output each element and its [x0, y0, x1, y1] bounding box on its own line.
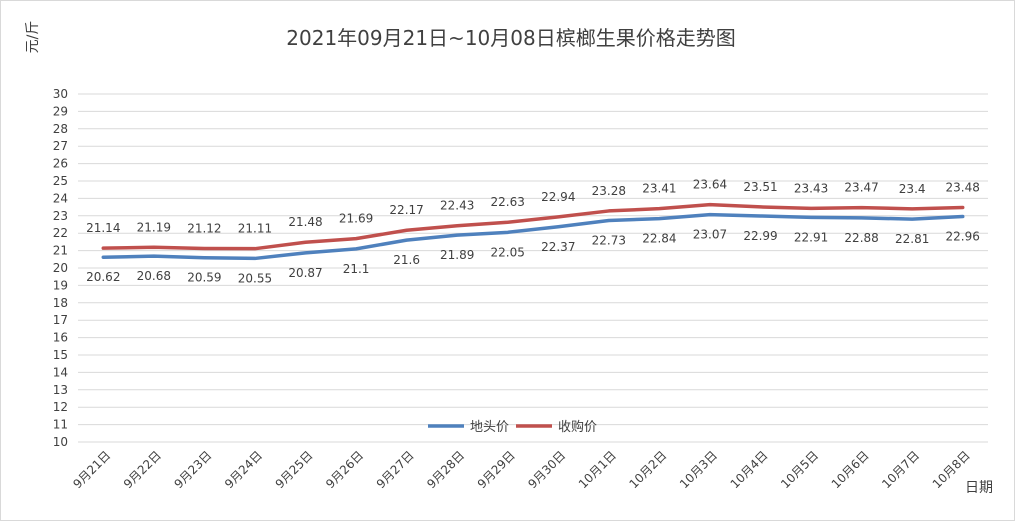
- y-tick-label: 17: [53, 313, 68, 327]
- data-label: 22.88: [844, 231, 878, 245]
- y-tick-label: 28: [53, 122, 68, 136]
- y-tick-label: 30: [53, 87, 68, 101]
- y-tick-label: 24: [53, 191, 68, 205]
- x-tick-label: 10月7日: [879, 448, 922, 491]
- y-tick-label: 13: [53, 383, 68, 397]
- data-label: 21.14: [86, 221, 120, 235]
- x-tick-label: 9月26日: [323, 448, 366, 491]
- gridlines: [78, 93, 988, 443]
- data-label: 20.59: [187, 271, 221, 285]
- data-label: 21.89: [440, 248, 474, 262]
- data-label: 22.37: [541, 240, 575, 254]
- data-label: 23.43: [794, 181, 828, 195]
- data-label: 23.47: [844, 181, 878, 195]
- data-label: 21.1: [343, 262, 370, 276]
- y-tick-label: 27: [53, 139, 68, 153]
- x-tick-label: 10月1日: [576, 448, 619, 491]
- y-tick-label: 20: [53, 261, 68, 275]
- data-label: 22.43: [440, 199, 474, 213]
- data-label: 21.11: [238, 222, 272, 236]
- x-tick-label: 10月4日: [728, 448, 771, 491]
- y-tick-label: 25: [53, 174, 68, 188]
- data-label: 23.41: [642, 182, 676, 196]
- data-labels: 20.62 20.68 20.59 20.55 20.87 21.1 21.6 21.89 22…: [86, 178, 980, 286]
- x-tick-label: 9月22日: [121, 448, 164, 491]
- x-axis-label: 日期: [965, 480, 993, 496]
- data-label: 22.94: [541, 190, 575, 204]
- y-tick-label: 18: [53, 296, 68, 310]
- y-tick-label: 10: [53, 435, 68, 449]
- data-label: 21.69: [339, 212, 373, 226]
- x-tick-label: 10月2日: [626, 448, 669, 491]
- data-label: 22.17: [389, 203, 423, 217]
- y-tick-label: 16: [53, 331, 68, 345]
- legend-label-1: 收购价: [558, 419, 597, 435]
- data-label: 23.28: [592, 184, 626, 198]
- y-tick-label: 26: [53, 157, 68, 171]
- data-label: 22.73: [592, 233, 626, 247]
- x-tick-label: 10月6日: [829, 448, 872, 491]
- data-label: 23.48: [946, 180, 980, 194]
- data-label: 22.91: [794, 230, 828, 244]
- y-tick-label: 23: [53, 209, 68, 223]
- x-tick-label: 9月25日: [273, 448, 316, 491]
- series-line-0: [101, 212, 965, 261]
- data-label: 23.4: [899, 182, 926, 196]
- y-tick-label: 12: [53, 400, 68, 414]
- data-label: 22.81: [895, 232, 929, 246]
- data-label: 22.96: [946, 229, 980, 243]
- data-label: 21.19: [137, 220, 171, 234]
- chart-title: 2021年09月21日~10月08日槟榔生果价格走势图: [286, 26, 735, 50]
- series-lines: [101, 202, 965, 261]
- data-label: 22.63: [491, 195, 525, 209]
- y-tick-label: 21: [53, 244, 68, 258]
- data-label: 20.68: [137, 269, 171, 283]
- x-tick-label: 9月24日: [222, 448, 265, 491]
- x-tick-label: 9月27日: [374, 448, 417, 491]
- data-label: 23.51: [743, 180, 777, 194]
- series-line-1: [101, 202, 965, 251]
- x-tick-label: 9月28日: [424, 448, 467, 491]
- x-tick-label: 9月29日: [475, 448, 518, 491]
- y-axis-ticks: 10 11 12 13 14 15 16 17 18 19 20 21 22 23 24 25 26 27 28 29…: [53, 87, 68, 449]
- y-tick-label: 11: [53, 418, 68, 432]
- x-tick-label: 10月5日: [778, 448, 821, 491]
- x-tick-label: 10月3日: [677, 448, 720, 491]
- y-tick-label: 29: [53, 104, 68, 118]
- y-axis-unit-label: 元/斤: [25, 21, 41, 54]
- data-label: 22.84: [642, 232, 676, 246]
- y-tick-label: 19: [53, 278, 68, 292]
- y-tick-label: 15: [53, 348, 68, 362]
- data-label: 22.05: [491, 245, 525, 259]
- legend: 地头价 收购价: [428, 419, 597, 435]
- legend-label-0: 地头价: [470, 420, 509, 435]
- data-label: 23.64: [693, 178, 727, 192]
- data-label: 20.87: [288, 266, 322, 280]
- data-label: 23.07: [693, 228, 727, 242]
- data-label: 21.48: [288, 215, 322, 229]
- x-tick-label: 9月21日: [70, 448, 113, 491]
- data-label: 20.62: [86, 270, 120, 284]
- data-label: 22.99: [743, 229, 777, 243]
- x-tick-label: 9月30日: [525, 448, 568, 491]
- x-tick-label: 9月23日: [171, 448, 214, 491]
- data-label: 21.6: [393, 253, 420, 267]
- x-axis-ticks: 9月21日 9月22日 9月23日 9月24日 9月25日 9月26日 9月27日 9月28日…: [70, 448, 973, 491]
- y-tick-label: 14: [53, 365, 68, 379]
- data-label: 20.55: [238, 271, 272, 285]
- data-label: 21.12: [187, 222, 221, 236]
- y-tick-label: 22: [53, 226, 68, 240]
